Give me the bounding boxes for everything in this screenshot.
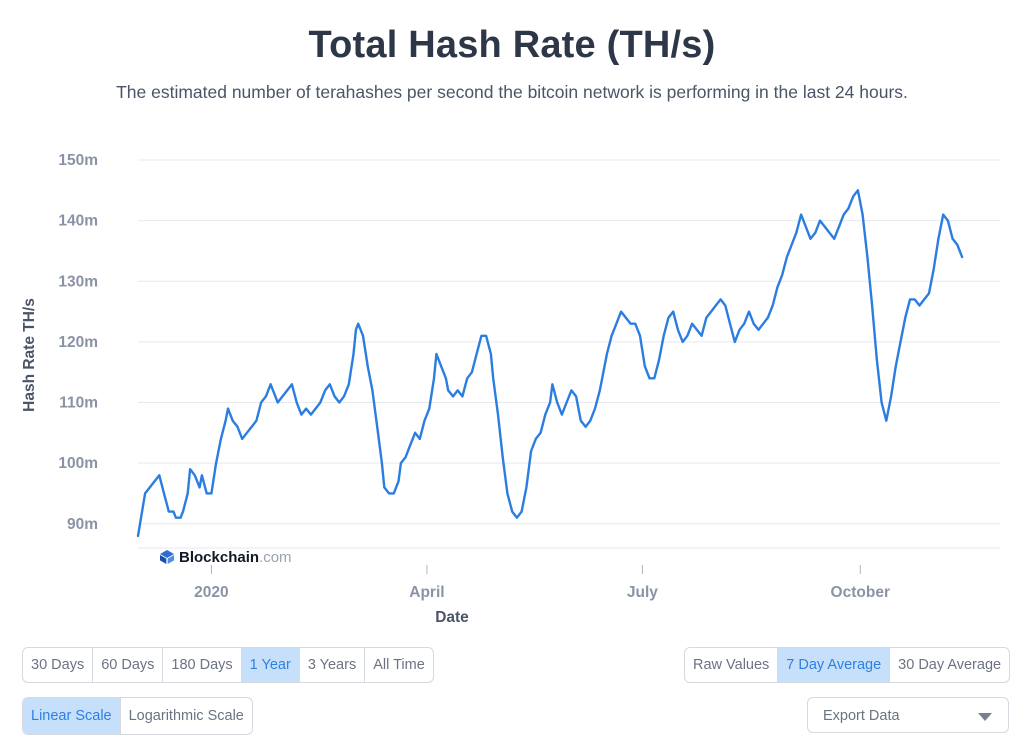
range-30-days-button[interactable]: 30 Days: [23, 648, 94, 682]
raw-values-button[interactable]: Raw Values: [685, 648, 779, 682]
y-tick-label: 100m: [58, 455, 98, 472]
series-layer: [136, 189, 964, 538]
export-data-label: Export Data: [823, 708, 900, 724]
chart-title: Total Hash Rate (TH/s): [308, 24, 716, 66]
blockchain-watermark: Blockchain .com: [159, 547, 292, 567]
range-3-years-button[interactable]: 3 Years: [300, 648, 366, 682]
chart-subtitle: The estimated number of terahashes per s…: [116, 82, 908, 102]
range-180-days-button[interactable]: 180 Days: [163, 648, 242, 682]
range-all-time-button[interactable]: All Time: [373, 657, 425, 673]
linear-scale-button[interactable]: Linear Scale: [23, 698, 121, 734]
hash-rate-chart: 90m 100m 110m 120m 130m 140m 150m 2020 April Jul…: [21, 152, 1000, 626]
x-tick-label: April: [409, 584, 444, 601]
range-60-days-button[interactable]: 60 Days: [93, 648, 164, 682]
x-axis-ticks: 2020 April July October: [194, 565, 890, 601]
scale-button-group: Linear Scale Logarithmic Scale: [22, 697, 253, 735]
time-range-button-group: 30 Days 60 Days 180 Days 1 Year 3 Years …: [22, 647, 434, 683]
thirty-day-average-button[interactable]: 30 Day Average: [898, 657, 1002, 673]
brand-suffix: .com: [259, 548, 292, 566]
export-data-select[interactable]: Export Data: [807, 697, 1009, 733]
hash-rate-series-line: [136, 189, 964, 538]
logarithmic-scale-button[interactable]: Logarithmic Scale: [128, 708, 244, 724]
y-tick-label: 120m: [58, 334, 98, 351]
average-button-group: Raw Values 7 Day Average 30 Day Average: [684, 647, 1011, 683]
x-tick-label: 2020: [194, 584, 228, 601]
y-tick-label: 110m: [59, 395, 98, 412]
range-1-year-button[interactable]: 1 Year: [241, 648, 300, 682]
grid-lines: [138, 159, 1000, 525]
y-axis-ticks: 90m 100m 110m 120m 130m 140m 150m: [58, 152, 98, 533]
blockchain-logo-icon: [160, 550, 174, 564]
y-tick-label: 130m: [58, 273, 98, 290]
y-tick-label: 150m: [58, 152, 98, 169]
y-axis-title: Hash Rate TH/s: [21, 298, 38, 412]
x-tick-label: July: [627, 584, 658, 601]
y-tick-label: 140m: [58, 213, 98, 230]
brand-name: Blockchain: [179, 548, 260, 566]
x-axis-title: Date: [435, 609, 469, 626]
y-tick-label: 90m: [67, 516, 98, 533]
x-tick-label: October: [831, 584, 890, 601]
chevron-down-icon: [978, 713, 992, 721]
seven-day-average-button[interactable]: 7 Day Average: [778, 648, 891, 682]
